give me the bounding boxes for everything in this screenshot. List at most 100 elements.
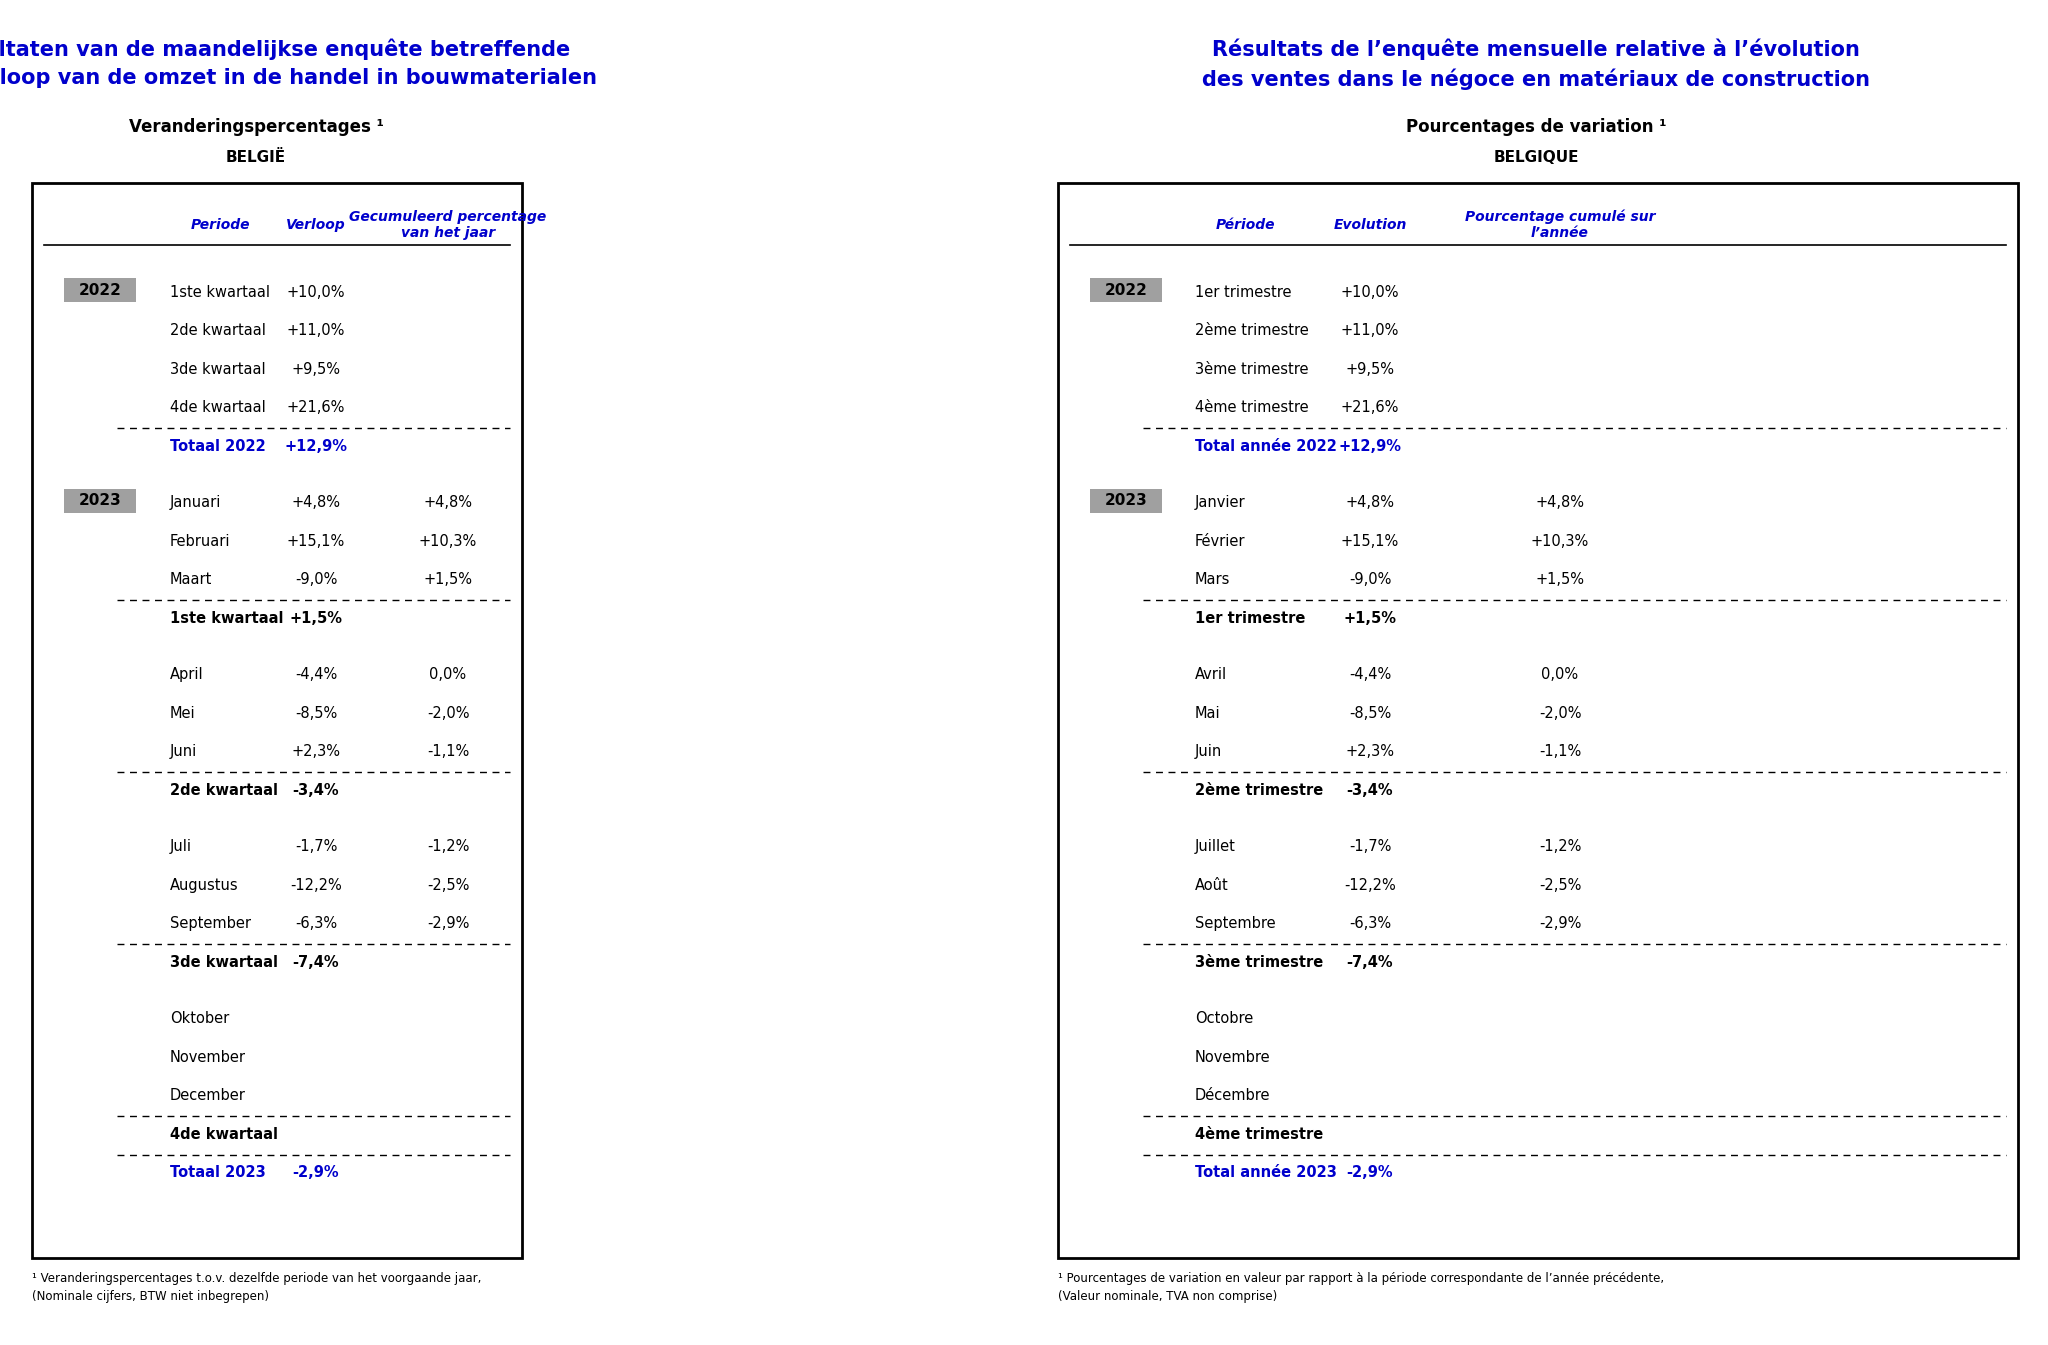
Bar xyxy=(63,278,135,303)
Text: Totaal 2023: Totaal 2023 xyxy=(170,1165,266,1181)
Text: Juli: Juli xyxy=(170,839,193,854)
Text: l’année: l’année xyxy=(1532,226,1589,239)
Text: Verloop: Verloop xyxy=(287,218,346,231)
Text: +4,8%: +4,8% xyxy=(424,495,473,510)
Text: 3de kwartaal: 3de kwartaal xyxy=(170,362,266,377)
Text: Evolution: Evolution xyxy=(1333,218,1407,231)
Text: +15,1%: +15,1% xyxy=(1341,534,1399,549)
Text: -1,1%: -1,1% xyxy=(1538,744,1581,759)
Text: +4,8%: +4,8% xyxy=(1346,495,1395,510)
Text: +2,3%: +2,3% xyxy=(1346,744,1395,759)
Text: -2,9%: -2,9% xyxy=(426,916,469,931)
Text: 4ème trimestre: 4ème trimestre xyxy=(1194,401,1309,416)
Text: November: November xyxy=(170,1049,246,1065)
Text: Pourcentage cumulé sur: Pourcentage cumulé sur xyxy=(1464,210,1655,225)
Text: het verloop van de omzet in de handel in bouwmaterialen: het verloop van de omzet in de handel in… xyxy=(0,69,598,87)
Text: +10,3%: +10,3% xyxy=(420,534,477,549)
Text: Mei: Mei xyxy=(170,706,197,721)
Text: September: September xyxy=(170,916,252,931)
Text: Juni: Juni xyxy=(170,744,197,759)
Text: -12,2%: -12,2% xyxy=(291,878,342,893)
Text: -1,7%: -1,7% xyxy=(295,839,338,854)
Text: 2022: 2022 xyxy=(1104,282,1147,297)
Text: Janvier: Janvier xyxy=(1194,495,1245,510)
Bar xyxy=(63,488,135,512)
Text: Juillet: Juillet xyxy=(1194,839,1235,854)
Text: April: April xyxy=(170,667,203,682)
Text: 1er trimestre: 1er trimestre xyxy=(1194,285,1292,300)
Text: Mai: Mai xyxy=(1194,706,1221,721)
Text: +11,0%: +11,0% xyxy=(1341,323,1399,338)
Text: -6,3%: -6,3% xyxy=(295,916,338,931)
Text: 2022: 2022 xyxy=(78,282,121,297)
Text: Periode: Periode xyxy=(190,218,250,231)
Text: +1,5%: +1,5% xyxy=(424,572,473,588)
Text: Septembre: Septembre xyxy=(1194,916,1276,931)
Text: -2,9%: -2,9% xyxy=(293,1165,340,1181)
Bar xyxy=(33,183,522,1258)
Text: (Valeur nominale, TVA non comprise): (Valeur nominale, TVA non comprise) xyxy=(1059,1290,1278,1303)
Text: -3,4%: -3,4% xyxy=(293,783,340,798)
Text: Novembre: Novembre xyxy=(1194,1049,1270,1065)
Text: -1,1%: -1,1% xyxy=(426,744,469,759)
Text: 1ste kwartaal: 1ste kwartaal xyxy=(170,285,270,300)
Text: +12,9%: +12,9% xyxy=(1339,438,1401,453)
Text: Januari: Januari xyxy=(170,495,221,510)
Text: (Nominale cijfers, BTW niet inbegrepen): (Nominale cijfers, BTW niet inbegrepen) xyxy=(33,1290,268,1303)
Text: 0,0%: 0,0% xyxy=(1542,667,1579,682)
Text: 4ème trimestre: 4ème trimestre xyxy=(1194,1127,1323,1142)
Text: +4,8%: +4,8% xyxy=(291,495,340,510)
Text: -7,4%: -7,4% xyxy=(1348,955,1393,970)
Text: -1,2%: -1,2% xyxy=(1538,839,1581,854)
Text: -12,2%: -12,2% xyxy=(1343,878,1397,893)
Bar xyxy=(1059,183,2017,1258)
Text: 2023: 2023 xyxy=(1104,494,1147,508)
Text: -3,4%: -3,4% xyxy=(1348,783,1393,798)
Text: -2,5%: -2,5% xyxy=(1538,878,1581,893)
Text: Pourcentages de variation ¹: Pourcentages de variation ¹ xyxy=(1405,118,1667,136)
Text: Gecumuleerd percentage: Gecumuleerd percentage xyxy=(350,210,547,225)
Text: +9,5%: +9,5% xyxy=(291,362,340,377)
Text: van het jaar: van het jaar xyxy=(401,226,496,239)
Text: +10,0%: +10,0% xyxy=(287,285,346,300)
Text: -8,5%: -8,5% xyxy=(1350,706,1391,721)
Text: Février: Février xyxy=(1194,534,1245,549)
Text: December: December xyxy=(170,1088,246,1103)
Text: des ventes dans le négoce en matériaux de construction: des ventes dans le négoce en matériaux d… xyxy=(1202,69,1870,90)
Text: 0,0%: 0,0% xyxy=(430,667,467,682)
Text: 2023: 2023 xyxy=(78,494,121,508)
Text: 3ème trimestre: 3ème trimestre xyxy=(1194,955,1323,970)
Text: Mars: Mars xyxy=(1194,572,1231,588)
Text: +1,5%: +1,5% xyxy=(289,611,342,625)
Text: +10,0%: +10,0% xyxy=(1341,285,1399,300)
Text: -1,2%: -1,2% xyxy=(426,839,469,854)
Text: -1,7%: -1,7% xyxy=(1350,839,1391,854)
Text: -7,4%: -7,4% xyxy=(293,955,340,970)
Text: Total année 2022: Total année 2022 xyxy=(1194,438,1337,453)
Text: Résultats de l’enquête mensuelle relative à l’évolution: Résultats de l’enquête mensuelle relativ… xyxy=(1212,38,1860,59)
Text: Oktober: Oktober xyxy=(170,1011,229,1026)
Text: -2,0%: -2,0% xyxy=(1538,706,1581,721)
Bar xyxy=(1090,488,1161,512)
Text: +11,0%: +11,0% xyxy=(287,323,346,338)
Text: Décembre: Décembre xyxy=(1194,1088,1270,1103)
Text: ¹ Veranderingspercentages t.o.v. dezelfde periode van het voorgaande jaar,: ¹ Veranderingspercentages t.o.v. dezelfd… xyxy=(33,1272,481,1284)
Text: +4,8%: +4,8% xyxy=(1536,495,1585,510)
Text: Total année 2023: Total année 2023 xyxy=(1194,1165,1337,1181)
Text: +12,9%: +12,9% xyxy=(285,438,348,453)
Text: 1er trimestre: 1er trimestre xyxy=(1194,611,1305,625)
Text: +1,5%: +1,5% xyxy=(1536,572,1585,588)
Text: -2,9%: -2,9% xyxy=(1538,916,1581,931)
Text: +9,5%: +9,5% xyxy=(1346,362,1395,377)
Text: 2ème trimestre: 2ème trimestre xyxy=(1194,323,1309,338)
Text: Avril: Avril xyxy=(1194,667,1227,682)
Text: -9,0%: -9,0% xyxy=(1350,572,1391,588)
Text: ¹ Pourcentages de variation en valeur par rapport à la période correspondante de: ¹ Pourcentages de variation en valeur pa… xyxy=(1059,1272,1665,1284)
Text: Maart: Maart xyxy=(170,572,213,588)
Text: -8,5%: -8,5% xyxy=(295,706,338,721)
Bar xyxy=(1090,278,1161,303)
Text: -2,0%: -2,0% xyxy=(426,706,469,721)
Text: Augustus: Augustus xyxy=(170,878,240,893)
Text: +15,1%: +15,1% xyxy=(287,534,346,549)
Text: 1ste kwartaal: 1ste kwartaal xyxy=(170,611,283,625)
